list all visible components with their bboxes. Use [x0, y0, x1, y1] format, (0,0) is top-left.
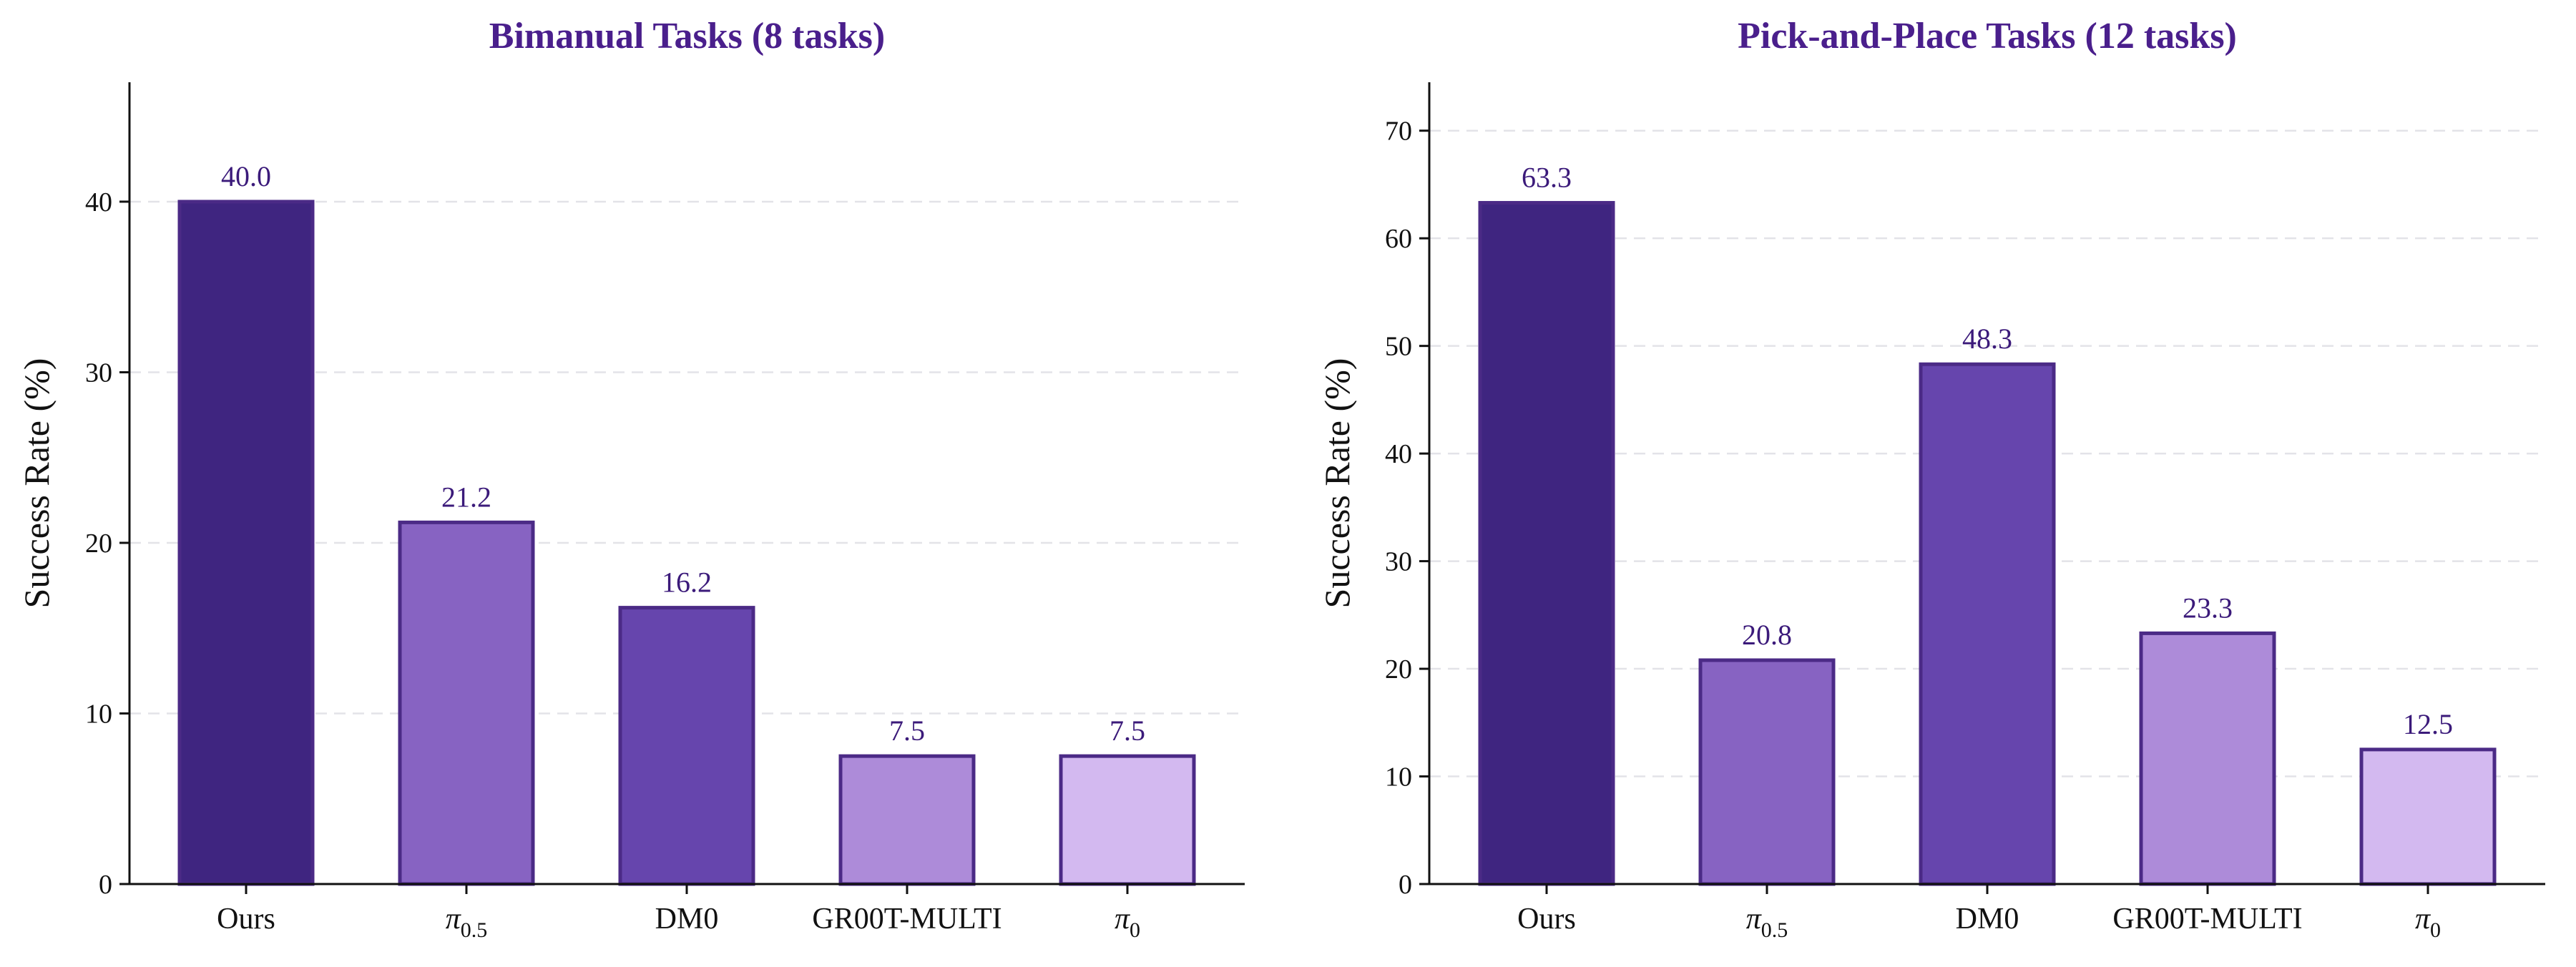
pick-and-place-bar-1: [1698, 658, 1836, 886]
pick-and-place-bar-4: [2359, 747, 2497, 886]
pick-and-place-y-tick-label: 0: [1399, 870, 1412, 900]
pick-and-place-y-tick-label: 70: [1385, 117, 1412, 147]
bimanual-value-label: 7.5: [889, 715, 925, 747]
pick-and-place-y-axis-label: Success Rate (%): [1317, 358, 1357, 609]
pick-and-place-category-label: π0.5: [1746, 903, 1788, 942]
pick-and-place-value-label: 12.5: [2403, 708, 2453, 740]
bimanual-bar-4: [1059, 754, 1196, 886]
pick-and-place-category-label: Ours: [1517, 903, 1576, 936]
pick-and-place-bar-3: [2139, 631, 2276, 886]
pick-and-place-y-tick-label: 40: [1385, 439, 1412, 469]
pick-and-place-value-label: 48.3: [1962, 323, 2012, 355]
bimanual-chart-panel: Bimanual Tasks (8 tasks) 40.0 21.2 16.2 7.5 7…: [16, 16, 1245, 942]
pick-and-place-chart-panel: Pick-and-Place Tasks (12 tasks) 63.3 20.8 4…: [1317, 16, 2545, 942]
bimanual-category-label: π0: [1115, 903, 1140, 942]
bimanual-value-label: 16.2: [662, 566, 712, 599]
bimanual-y-axis-label: Success Rate (%): [16, 358, 57, 609]
bimanual-bar-3: [838, 754, 976, 886]
pick-and-place-value-label: 20.8: [1742, 619, 1792, 651]
bimanual-y-tick-label: 0: [99, 870, 112, 900]
bimanual-category-label: DM0: [655, 903, 719, 936]
bimanual-bar-0: [177, 200, 315, 886]
pick-and-place-y-tick-label: 20: [1385, 654, 1412, 684]
pick-and-place-bar-2: [1919, 362, 2056, 886]
bimanual-category-label: GR00T-MULTI: [812, 903, 1001, 936]
bimanual-value-label: 21.2: [441, 481, 491, 513]
bimanual-y-tick-label: 40: [85, 187, 112, 217]
bimanual-bar-2: [618, 606, 755, 886]
bimanual-y-tick-label: 20: [85, 529, 112, 559]
bimanual-category-label: Ours: [217, 903, 275, 936]
bimanual-chart-title: Bimanual Tasks (8 tasks): [489, 16, 885, 57]
pick-and-place-category-label: GR00T-MULTI: [2112, 903, 2302, 936]
pick-and-place-value-label: 63.3: [1522, 162, 1572, 194]
bimanual-value-label: 7.5: [1110, 715, 1145, 747]
pick-and-place-value-label: 23.3: [2183, 592, 2233, 624]
pick-and-place-y-tick-label: 30: [1385, 547, 1412, 577]
bimanual-value-label: 40.0: [221, 160, 271, 192]
bimanual-y-tick-label: 30: [85, 358, 112, 388]
pick-and-place-chart-title: Pick-and-Place Tasks (12 tasks): [1738, 16, 2237, 57]
pick-and-place-bar-0: [1478, 201, 1615, 886]
bimanual-category-label: π0.5: [446, 903, 488, 942]
bimanual-y-tick-label: 10: [85, 699, 112, 729]
pick-and-place-y-tick-label: 60: [1385, 224, 1412, 254]
pick-and-place-category-label: DM0: [1956, 903, 2019, 936]
pick-and-place-y-tick-label: 50: [1385, 332, 1412, 362]
pick-and-place-category-label: π0: [2415, 903, 2441, 942]
pick-and-place-y-tick-label: 10: [1385, 762, 1412, 792]
bimanual-bar-1: [398, 520, 535, 886]
